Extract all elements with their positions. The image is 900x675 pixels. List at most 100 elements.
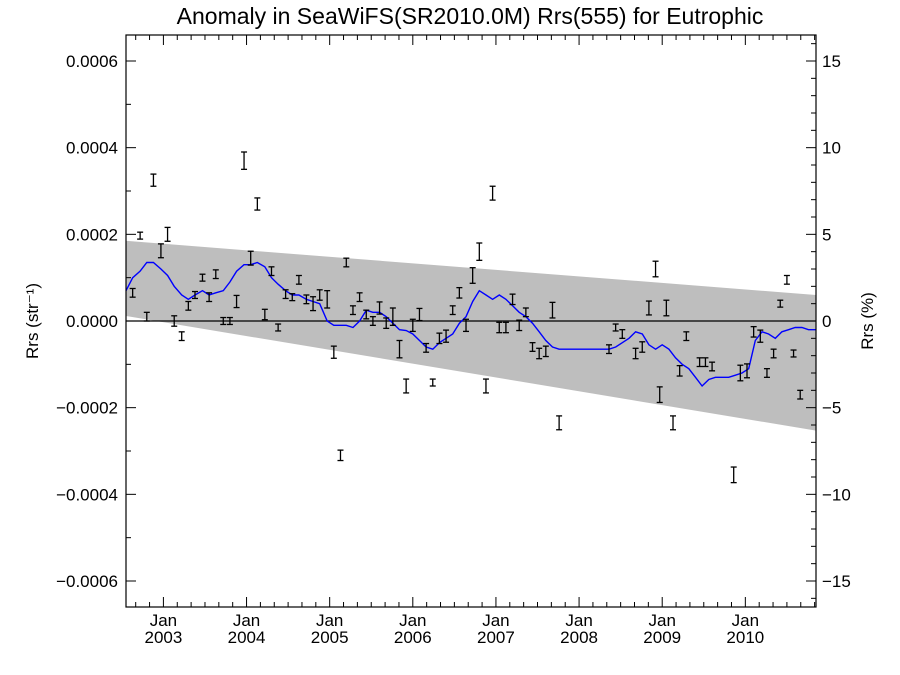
data-point: [469, 267, 476, 284]
data-point: [206, 292, 213, 303]
data-point: [790, 349, 797, 358]
data-point: [247, 250, 254, 266]
data-point: [261, 308, 268, 321]
y-tick-label-right: 10: [822, 139, 841, 158]
data-point: [482, 378, 489, 394]
x-tick-label-year: 2004: [228, 628, 266, 647]
y-tick-label-left: −0.0006: [56, 572, 118, 591]
data-point: [730, 466, 737, 484]
data-point: [783, 274, 790, 285]
data-point: [369, 316, 376, 326]
y-tick-label-right: −10: [822, 485, 851, 504]
x-tick-label-month: Jan: [399, 611, 426, 630]
confidence-band: [126, 240, 816, 431]
y-tick-label-left: −0.0004: [56, 485, 118, 504]
y-tick-label-left: 0.0000: [66, 312, 118, 331]
data-point: [343, 257, 350, 268]
y-tick-label-left: 0.0002: [66, 225, 118, 244]
data-point: [449, 305, 456, 316]
data-point: [396, 339, 403, 359]
data-point: [529, 342, 536, 352]
data-point: [171, 315, 178, 327]
data-point: [429, 378, 436, 387]
data-point: [226, 316, 233, 326]
data-point: [356, 292, 363, 303]
data-point: [744, 363, 750, 379]
x-tick-label-year: 2007: [477, 628, 515, 647]
x-tick-label-month: Jan: [316, 611, 343, 630]
data-point: [516, 319, 523, 332]
data-point: [275, 323, 282, 332]
data-point: [324, 290, 331, 309]
x-tick-label-month: Jan: [482, 611, 509, 630]
data-point: [656, 386, 663, 404]
data-point: [295, 274, 302, 285]
data-point: [750, 325, 757, 338]
data-point: [282, 289, 289, 300]
y-axis-label-right: Rrs (%): [858, 292, 877, 350]
data-point: [349, 305, 356, 316]
data-point: [199, 273, 206, 282]
x-tick-label-year: 2006: [394, 628, 432, 647]
data-point: [150, 173, 157, 187]
data-point: [389, 307, 396, 326]
data-point: [463, 318, 470, 333]
data-point: [241, 151, 248, 170]
plot-area: Jan2003Jan2004Jan2005Jan2006Jan2007Jan20…: [56, 34, 851, 647]
data-point: [797, 389, 804, 400]
data-point: [137, 231, 144, 240]
data-point: [310, 296, 317, 312]
y-tick-label-left: 0.0006: [66, 52, 118, 71]
x-tick-label-month: Jan: [732, 611, 759, 630]
y-axis-label-left: Rrs (str⁻¹): [23, 283, 42, 359]
data-point: [330, 345, 337, 359]
data-point: [383, 317, 390, 330]
y-tick-label-right: −15: [822, 572, 851, 591]
x-tick-label-year: 2003: [144, 628, 182, 647]
data-point: [770, 348, 777, 359]
data-point: [157, 243, 164, 259]
data-point: [702, 357, 709, 368]
running-mean-line: [125, 261, 816, 388]
data-point: [676, 364, 683, 377]
x-tick-label-year: 2005: [311, 628, 349, 647]
data-point: [663, 299, 670, 317]
x-tick-label-year: 2008: [560, 628, 598, 647]
data-point: [502, 321, 509, 334]
x-tick-label-month: Jan: [233, 611, 260, 630]
data-point: [185, 300, 192, 311]
data-point: [542, 345, 549, 358]
data-point: [763, 368, 770, 378]
data-point: [522, 307, 529, 318]
data-point: [536, 347, 543, 360]
data-point: [556, 415, 563, 431]
x-tick-label-year: 2009: [643, 628, 681, 647]
data-point: [337, 449, 344, 462]
y-tick-label-left: −0.0002: [56, 399, 118, 418]
x-tick-label-month: Jan: [150, 611, 177, 630]
data-point: [639, 341, 646, 353]
data-point: [652, 260, 659, 278]
data-point: [489, 185, 496, 201]
data-point: [709, 361, 716, 372]
data-point: [423, 342, 430, 353]
chart-title: Anomaly in SeaWiFS(SR2010.0M) Rrs(555) f…: [177, 3, 764, 29]
data-point: [632, 347, 639, 360]
data-point: [409, 318, 416, 333]
data-point: [619, 329, 626, 339]
data-point: [416, 307, 423, 322]
data-point: [129, 287, 136, 298]
x-tick-label-month: Jan: [565, 611, 592, 630]
data-point: [192, 290, 198, 300]
data-point: [443, 329, 450, 343]
data-point: [178, 331, 185, 342]
y-tick-label-left: 0.0004: [66, 139, 118, 158]
data-point: [436, 332, 443, 345]
data-point: [254, 197, 261, 211]
data-point: [212, 269, 219, 280]
x-tick-label-year: 2010: [726, 628, 764, 647]
y-tick-label-right: 5: [822, 225, 831, 244]
data-point: [289, 293, 296, 302]
data-point: [476, 242, 483, 261]
